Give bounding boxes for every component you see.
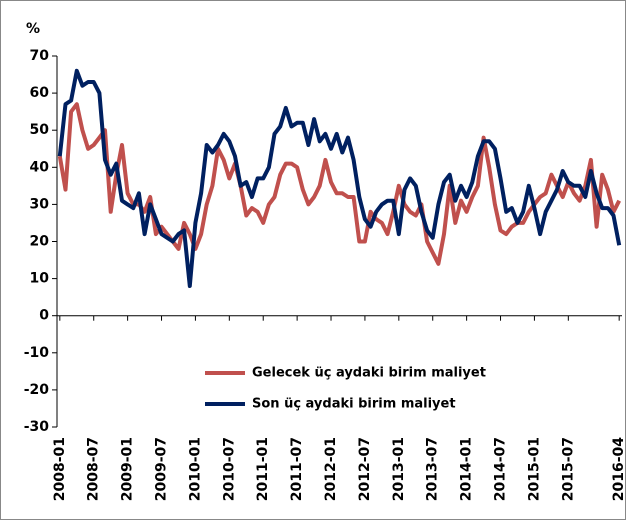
legend-label: Son üç aydaki birim maliyet bbox=[252, 397, 456, 412]
y-tick-label: -20 bbox=[24, 382, 50, 398]
y-tick-label: 10 bbox=[30, 271, 50, 287]
x-tick-label: 2011-01 bbox=[255, 437, 271, 501]
y-tick-label: 40 bbox=[30, 159, 50, 175]
x-tick-label: 2012-01 bbox=[323, 437, 339, 501]
x-tick-label: 2012-07 bbox=[357, 437, 373, 501]
legend-label: Gelecek üç aydaki birim maliyet bbox=[252, 366, 486, 381]
y-tick-label: -30 bbox=[24, 419, 50, 435]
x-tick-label: 2014-07 bbox=[493, 437, 509, 501]
y-tick-label: 60 bbox=[30, 85, 50, 101]
x-tick-label: 2010-01 bbox=[187, 437, 203, 501]
chart-title: % bbox=[26, 21, 40, 37]
y-tick-label: 30 bbox=[30, 196, 50, 212]
x-tick-label: 2009-07 bbox=[154, 437, 170, 501]
x-tick-label: 2008-01 bbox=[52, 437, 68, 501]
x-tick-label: 2011-07 bbox=[289, 437, 305, 501]
y-tick-label: 70 bbox=[30, 48, 50, 64]
series-line bbox=[57, 68, 622, 288]
y-tick-label: 0 bbox=[39, 308, 49, 324]
x-tick-label: 2015-07 bbox=[560, 437, 576, 501]
y-tick-label: -10 bbox=[24, 345, 50, 361]
x-tick-label: 2015-01 bbox=[526, 437, 542, 501]
x-tick-label: 2016-04 bbox=[611, 437, 626, 502]
y-tick-label: 50 bbox=[30, 122, 50, 138]
y-tick-label: 20 bbox=[30, 234, 50, 250]
x-tick-label: 2010-07 bbox=[221, 437, 237, 501]
x-tick-label: 2008-07 bbox=[86, 437, 102, 501]
x-tick-label: 2009-01 bbox=[120, 437, 136, 501]
x-tick-label: 2013-01 bbox=[391, 437, 407, 501]
x-tick-label: 2014-01 bbox=[459, 437, 475, 501]
x-tick-label: 2013-07 bbox=[425, 437, 441, 501]
